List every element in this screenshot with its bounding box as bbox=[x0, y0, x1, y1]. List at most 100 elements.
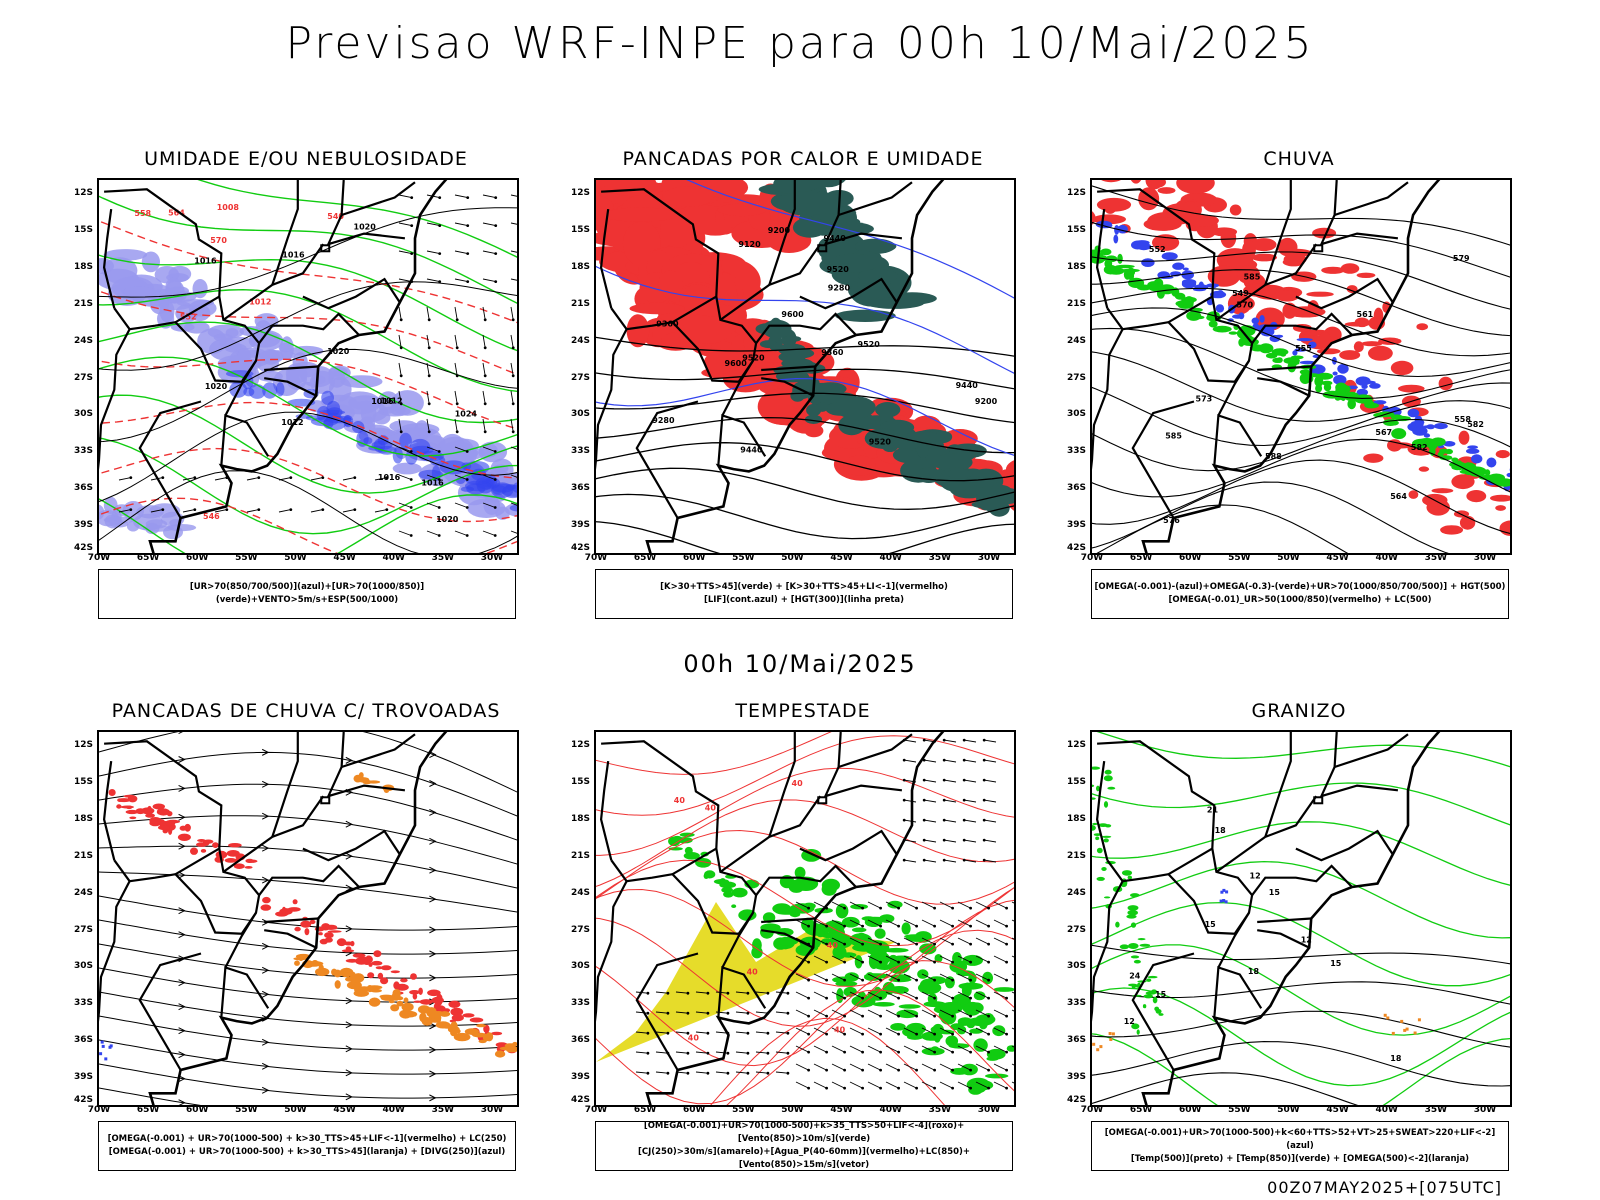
panel-title: PANCADAS POR CALOR E UMIDADE bbox=[622, 148, 984, 170]
contour-label: 24 bbox=[1129, 972, 1141, 981]
contour-label: 15 bbox=[1269, 888, 1281, 897]
map-plot: 1016101610161020102010121016101610121020… bbox=[99, 180, 517, 553]
latitude-tick-label: 36S bbox=[73, 1035, 93, 1046]
longitude-tick-label: 60W bbox=[683, 1105, 706, 1115]
contour-label: 12 bbox=[1301, 936, 1312, 945]
contour-label: 15 bbox=[1155, 990, 1167, 999]
contour-label: 40 bbox=[834, 1026, 846, 1035]
forecast-map: 585 588 582 585 582 579 576 573 570 561 558 555 552 5… bbox=[1090, 178, 1512, 555]
contour-label: 1016 bbox=[194, 257, 217, 266]
latitude-tick-label: 21S bbox=[570, 850, 590, 861]
contour-label: 1016 bbox=[421, 479, 444, 488]
contour-label: 1024 bbox=[455, 409, 478, 418]
longitude-tick-label: 30W bbox=[480, 553, 504, 563]
latitude-tick-label: 30S bbox=[1066, 961, 1086, 972]
contour-label: 18 bbox=[1390, 1054, 1402, 1063]
forecast-map bbox=[97, 730, 519, 1107]
contour-label: 582 bbox=[1411, 443, 1428, 452]
latitude-tick-label: 18S bbox=[73, 261, 93, 272]
longitude-tick-label: 45W bbox=[1326, 553, 1349, 563]
contour-label: 40 bbox=[705, 803, 717, 812]
latitude-tick-label: 36S bbox=[1066, 483, 1086, 494]
longitude-tick-label: 70W bbox=[1080, 553, 1104, 563]
longitude-tick-label: 35W bbox=[431, 553, 455, 563]
longitude-tick-label: 70W bbox=[1080, 1105, 1104, 1115]
contour-label: 9280 bbox=[828, 283, 851, 292]
longitude-tick-label: 55W bbox=[235, 553, 258, 563]
latitude-tick-label: 33S bbox=[73, 998, 93, 1009]
longitude-tick-label: 30W bbox=[977, 1105, 1001, 1115]
contour-label: 18 bbox=[1215, 826, 1227, 835]
latitude-tick-label: 42S bbox=[1066, 1095, 1086, 1105]
contour-label: 1016 bbox=[371, 397, 394, 406]
contour-label: 564 bbox=[1390, 492, 1407, 501]
longitude-tick-label: 50W bbox=[781, 1105, 804, 1115]
longitude-tick-label: 30W bbox=[480, 1105, 504, 1115]
forecast-map: 9600 9520 9520 9520 9600 9520 9440 9360 9280 9200… bbox=[594, 178, 1016, 555]
latitude-tick-label: 27S bbox=[73, 372, 93, 383]
contour-label: 40 bbox=[792, 779, 804, 788]
latitude-tick-label: 18S bbox=[570, 813, 590, 824]
contour-label: 558 bbox=[1454, 415, 1471, 424]
contour-label: 9600 bbox=[725, 359, 748, 368]
contour-label: 9520 bbox=[869, 437, 892, 446]
longitude-tick-label: 55W bbox=[732, 553, 755, 563]
longitude-tick-label: 65W bbox=[1129, 1105, 1153, 1115]
latitude-tick-label: 15S bbox=[1066, 224, 1086, 235]
longitude-tick-label: 70W bbox=[584, 1105, 608, 1115]
panel-title: CHUVA bbox=[1263, 148, 1335, 170]
longitude-tick-label: 60W bbox=[1179, 1105, 1202, 1115]
longitude-tick-label: 30W bbox=[977, 553, 1001, 563]
latitude-tick-label: 27S bbox=[570, 372, 590, 383]
legend-line: [UR>70(850/700/500)](azul)+[UR>70(1000/8… bbox=[189, 582, 425, 605]
contour-label: 9360 bbox=[821, 348, 844, 357]
contour-label: 1012 bbox=[380, 396, 402, 405]
latitude-tick-label: 21S bbox=[1066, 850, 1086, 861]
longitude-tick-label: 55W bbox=[1228, 553, 1251, 563]
contour-label: 540 bbox=[327, 212, 344, 221]
legend-line: [CJ(250)>30m/s](amarelo)+[Agua_P(40-60mm… bbox=[637, 1147, 971, 1170]
latitude-tick-label: 42S bbox=[73, 1095, 93, 1105]
latitude-tick-label: 24S bbox=[570, 887, 590, 898]
latitude-tick-label: 21S bbox=[570, 298, 590, 309]
contour-label: 1016 bbox=[282, 250, 305, 259]
latitude-tick-label: 18S bbox=[1066, 813, 1086, 824]
longitude-tick-label: 50W bbox=[284, 553, 307, 563]
latitude-tick-label: 33S bbox=[73, 446, 93, 457]
contour-label: 9280 bbox=[652, 416, 675, 425]
contour-label: 579 bbox=[1453, 254, 1470, 263]
latitude-tick-label: 15S bbox=[73, 776, 93, 787]
longitude-tick-label: 65W bbox=[1129, 553, 1153, 563]
contour-label: 576 bbox=[1163, 516, 1180, 525]
panel-legend: [K>30+TTS>45](verde) + [K>30+TTS>45+LI<-… bbox=[595, 569, 1013, 619]
longitude-tick-label: 45W bbox=[830, 1105, 853, 1115]
longitude-tick-label: 50W bbox=[781, 553, 804, 563]
contour-label: 1016 bbox=[378, 473, 401, 482]
latitude-tick-label: 30S bbox=[73, 961, 93, 972]
legend-line: [Temp(500)](preto) + [Temp(850)](verde) … bbox=[1130, 1153, 1470, 1164]
panel-title: UMIDADE E/OU NEBULOSIDADE bbox=[144, 148, 468, 170]
longitude-tick-label: 40W bbox=[879, 1105, 902, 1115]
longitude-tick-label: 45W bbox=[333, 1105, 356, 1115]
longitude-tick-label: 50W bbox=[1277, 553, 1300, 563]
forecast-map: 12 15 12 15 18 21 24 18 15 12 15 18 bbox=[1090, 730, 1512, 1107]
latitude-tick-label: 12S bbox=[73, 740, 93, 750]
latitude-tick-label: 39S bbox=[570, 520, 590, 531]
run-timestamp: 00Z07MAY2025+[075UTC] bbox=[1267, 1178, 1502, 1197]
legend-line: [OMEGA(-0.01)_UR>50(1000/850)(vermelho) … bbox=[1168, 595, 1432, 605]
longitude-tick-label: 70W bbox=[584, 553, 608, 563]
contour-label: 9200 bbox=[975, 397, 998, 406]
longitude-tick-label: 55W bbox=[235, 1105, 258, 1115]
longitude-tick-label: 50W bbox=[284, 1105, 307, 1115]
contour-label: 549 bbox=[1232, 289, 1249, 298]
contour-label: 573 bbox=[1196, 395, 1213, 404]
contour-label: 9600 bbox=[781, 310, 804, 319]
latitude-tick-label: 30S bbox=[1066, 409, 1086, 420]
longitude-tick-label: 55W bbox=[1228, 1105, 1251, 1115]
longitude-tick-label: 70W bbox=[87, 553, 111, 563]
longitude-tick-label: 40W bbox=[382, 553, 405, 563]
contour-label: 585 bbox=[1244, 273, 1261, 282]
latitude-tick-label: 24S bbox=[570, 335, 590, 346]
panel-title: PANCADAS DE CHUVA C/ TROVOADAS bbox=[111, 700, 501, 722]
latitude-tick-label: 36S bbox=[570, 1035, 590, 1046]
